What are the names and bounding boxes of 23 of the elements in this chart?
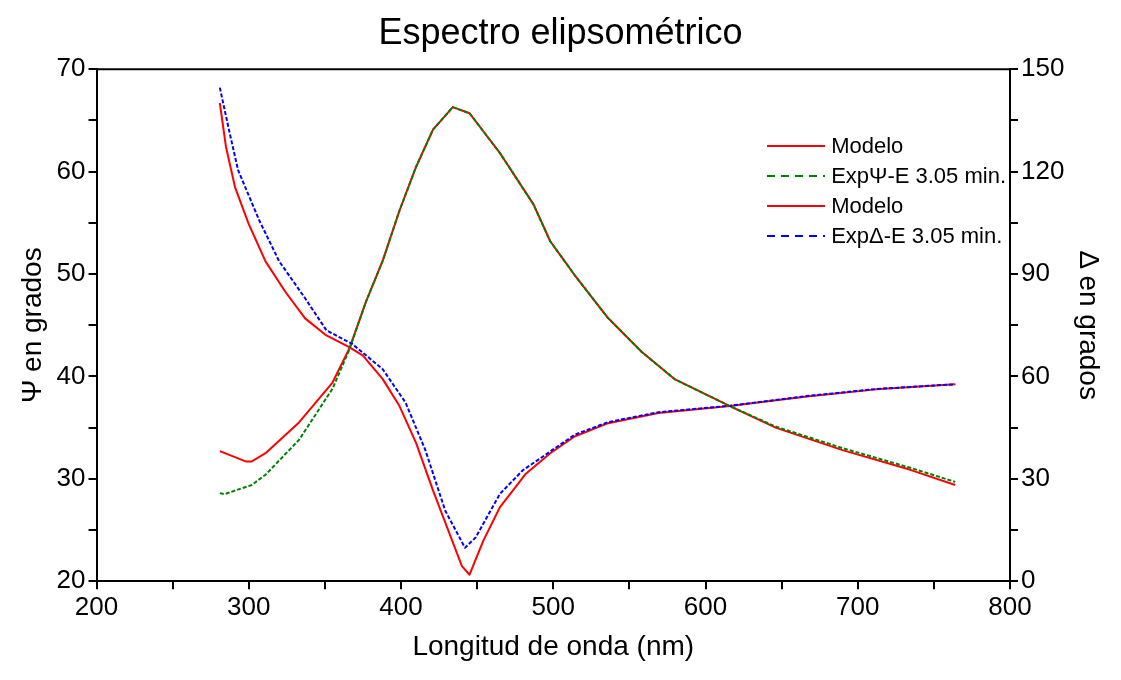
y2-axis-title: Δ en grados: [1074, 250, 1106, 400]
x-tick-label: 300: [227, 590, 271, 621]
y2-tick-label: 30: [1021, 461, 1050, 492]
y-axis-title: Ψ en grados: [15, 247, 47, 404]
y-tick-label: 70: [56, 52, 86, 83]
x-tick-label: 400: [379, 590, 423, 621]
chart-title: Espectro elipsométrico: [378, 10, 743, 52]
y2-tick-label: 90: [1021, 257, 1050, 288]
legend-label: ExpΔ-E 3.05 min.: [831, 222, 1003, 251]
y-tick-label: 60: [56, 154, 86, 185]
x-tick-label: 600: [683, 590, 728, 621]
legend-label: Modelo: [831, 192, 904, 221]
y2-tick-label: 60: [1021, 359, 1050, 390]
y-tick-label: 40: [56, 359, 86, 390]
y-tick-label: 50: [56, 257, 86, 288]
y2-tick-label: 150: [1021, 52, 1065, 83]
x-tick-label: 700: [836, 590, 880, 621]
x-tick-label: 500: [531, 590, 575, 621]
y2-tick-label: 120: [1021, 154, 1065, 185]
x-axis-title: Longitud de onda (nm): [412, 629, 695, 661]
legend-label: ExpΨ-E 3.05 min.: [831, 162, 1007, 191]
legend-label: Modelo: [831, 132, 904, 161]
y-tick-label: 30: [56, 461, 86, 492]
